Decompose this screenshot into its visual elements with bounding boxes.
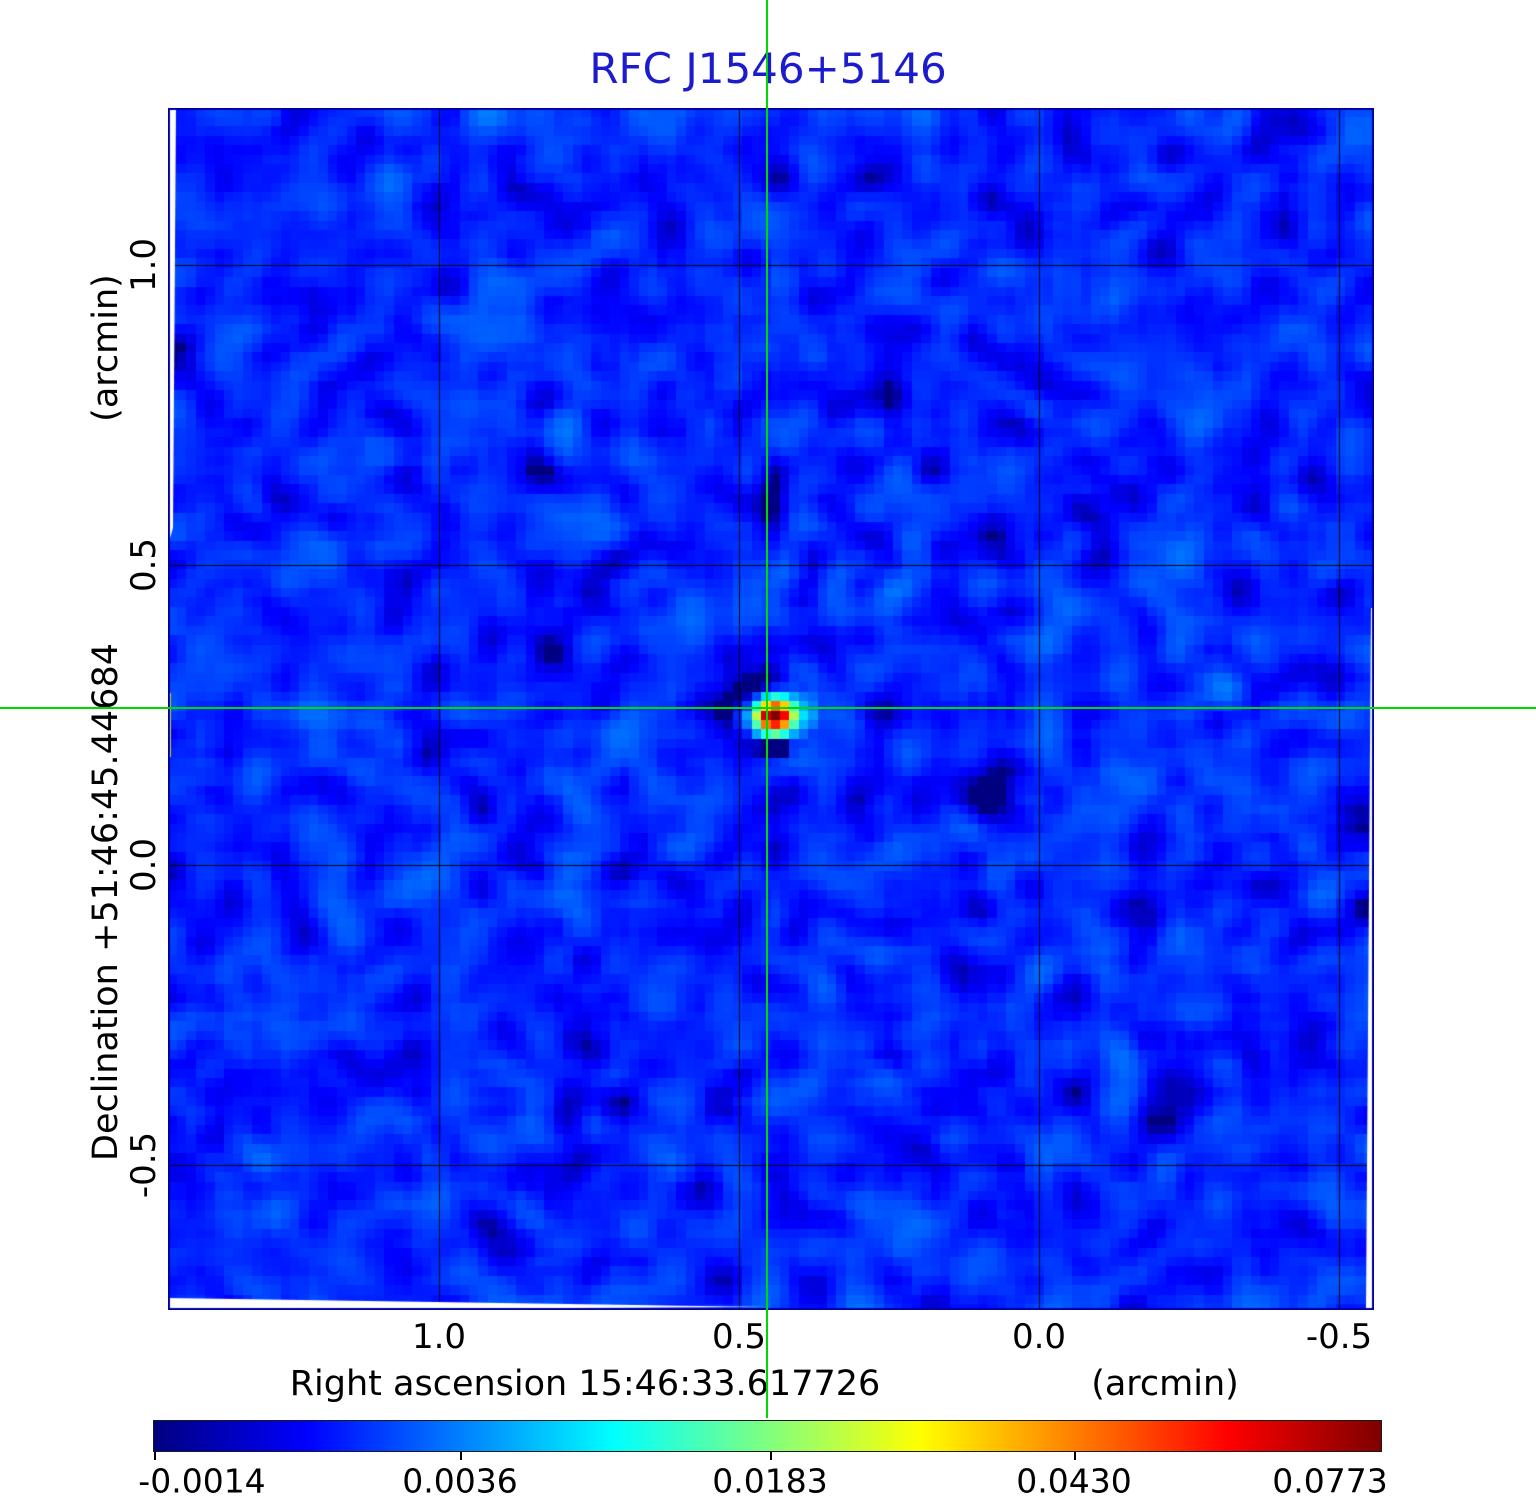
y-axis-title: Declination +51:46:45.44684: [86, 643, 126, 1161]
colorbar-label-2: 0.0183: [712, 1461, 828, 1501]
y-tick-neg0_5: -0.5: [124, 1131, 164, 1199]
colorbar-tick: [770, 1452, 772, 1460]
y-tick-1_0: 1.0: [124, 237, 164, 293]
colorbar-tick: [154, 1452, 156, 1460]
colorbar-label-1: 0.0036: [402, 1461, 518, 1501]
x-tick-0_0: 0.0: [1011, 1317, 1067, 1357]
crosshair-horizontal-line: [0, 707, 1536, 709]
x-tick-neg0_5: -0.5: [1305, 1317, 1373, 1357]
x-axis-title: Right ascension 15:46:33.617726: [289, 1364, 881, 1404]
crosshair-vertical-line: [766, 0, 768, 1418]
colorbar: [153, 1420, 1382, 1452]
colorbar-tick: [460, 1452, 462, 1460]
colorbar-tick: [1074, 1452, 1076, 1460]
y-tick-0_5: 0.5: [124, 537, 164, 593]
x-tick-1_0: 1.0: [411, 1317, 467, 1357]
sky-map-canvas: [168, 108, 1374, 1310]
y-axis-unit-label: (arcmin): [86, 274, 126, 422]
colorbar-label-0: -0.0014: [138, 1461, 266, 1501]
x-axis-unit-label: (arcmin): [1091, 1364, 1239, 1404]
y-tick-0_0: 0.0: [124, 837, 164, 893]
page-title: RFC J1546+5146: [589, 44, 947, 93]
colorbar-label-3: 0.0430: [1016, 1461, 1132, 1501]
colorbar-label-4: 0.0773: [1272, 1461, 1388, 1501]
sky-map-plot: [168, 108, 1374, 1310]
x-tick-0_5: 0.5: [711, 1317, 767, 1357]
